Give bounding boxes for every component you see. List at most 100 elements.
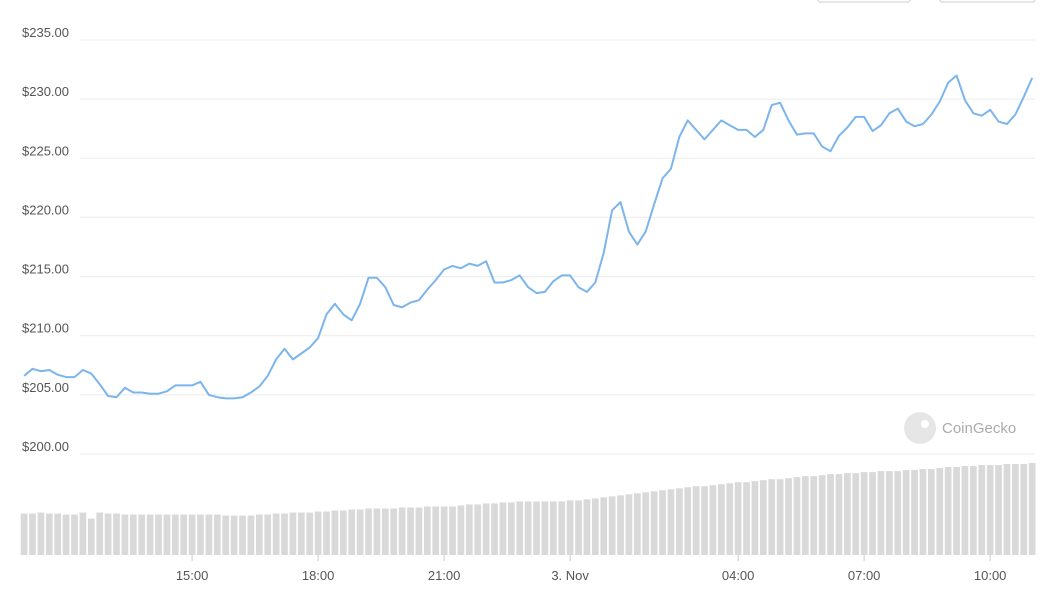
volume-bar [29,513,36,555]
volume-bar [667,489,675,555]
volume-bar [465,504,473,555]
x-tick-label: 07:00 [848,568,881,583]
volume-bar [272,513,280,555]
volume-bar [365,508,372,555]
volume-bar [961,466,969,555]
volume-bar [449,506,456,555]
volume-bar [407,507,414,555]
volume-bar [432,506,440,555]
volume-bar [323,511,330,555]
volume-bar [87,518,95,555]
volume-bar [969,466,977,555]
volume-bar [491,503,498,555]
watermark-text: CoinGecko [942,420,1016,437]
volume-bar [281,513,288,555]
volume-bar [45,513,53,555]
x-tick-label: 21:00 [428,568,461,583]
volume-bar [1011,464,1019,555]
volume-bar [995,465,1002,555]
volume-bar [188,514,196,555]
volume-bar [591,498,599,555]
volume-bar [331,510,339,555]
volume-bar [776,479,784,555]
volume-bar [230,515,238,555]
volume-bar [835,474,843,555]
volume-bar [852,473,860,555]
volume-bar [642,492,650,555]
x-tick-label: 3. Nov [551,568,589,583]
volume-bar [289,512,297,555]
volume-bar [104,513,112,555]
volume-bar [180,514,188,555]
volume-bar [482,503,490,555]
volume-bar [423,506,431,555]
volume-bar [339,510,347,555]
volume-bar [633,493,641,555]
volume-bar [79,512,87,555]
volume-bar [197,514,204,555]
volume-bar [356,509,364,555]
volume-bar [20,513,28,555]
volume-bar [717,484,725,555]
volume-bar [398,507,406,555]
volume-bar [239,515,246,555]
volume-bar [709,485,717,555]
volume-bar [264,514,272,555]
y-tick-label: $215.00 [22,262,69,277]
volume-bar [440,506,448,555]
x-tick-label: 04:00 [722,568,755,583]
volume-bar [659,490,666,555]
volume-bar [373,508,381,555]
y-tick-label: $230.00 [22,84,69,99]
volume-bar [1003,464,1011,555]
volume-bar [138,514,146,555]
y-tick-label: $205.00 [22,380,69,395]
volume-bar [759,480,767,555]
volume-bar [541,501,549,555]
volume-bar [516,501,524,555]
volume-bar [743,482,750,555]
range-button[interactable] [817,0,911,3]
x-tick-label: 15:00 [176,568,209,583]
watermark: CoinGecko [904,412,1016,444]
y-tick-label: $200.00 [22,439,69,454]
volume-bar [37,512,45,555]
volume-bar [171,514,179,555]
volume-bar [894,471,902,555]
volume-bar [818,475,826,555]
volume-bar [71,514,78,555]
watermark-logo [904,412,936,444]
volume-bar [936,468,944,555]
volume-bar [163,514,171,555]
range-button[interactable] [939,0,1036,3]
y-tick-label: $220.00 [22,202,69,217]
volume-bar [390,508,398,555]
volume-bar [684,487,692,555]
volume-bar [474,504,482,555]
volume-bar [558,501,566,555]
volume-bar [381,508,389,555]
volume-bar [600,497,608,555]
volume-bar [751,481,759,555]
volume-bar [885,471,893,555]
volume-bar [701,486,708,555]
volume-bar [726,483,734,555]
volume-bar [793,477,801,555]
volume-bar [843,473,851,555]
volume-bar [566,500,574,555]
volume-bar [113,513,120,555]
volume-bar [54,513,62,555]
volume-bar [247,515,255,555]
x-tick-label: 18:00 [302,568,335,583]
volume-bar [927,469,935,555]
volume-bar [507,502,515,555]
volume-bar [608,496,616,555]
volume-bar [911,470,918,555]
volume-bar [986,465,994,555]
volume-bar [692,486,700,555]
volume-bar [306,512,314,555]
volume-bar [121,514,129,555]
volume-bar [583,499,591,555]
volume-bar [62,514,70,555]
volume-bar [1020,464,1028,555]
